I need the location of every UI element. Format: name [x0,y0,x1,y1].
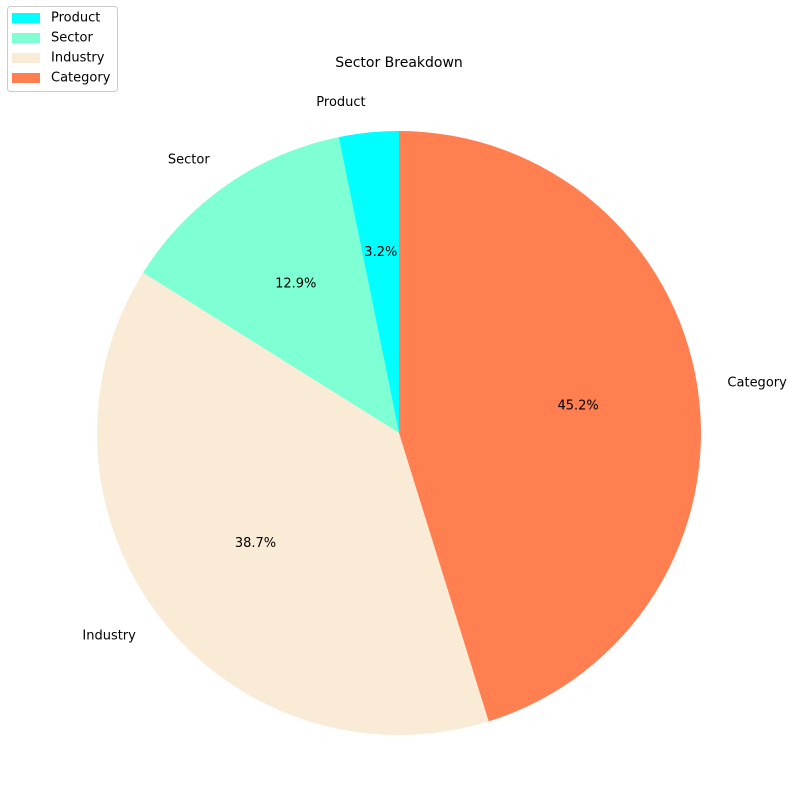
pie-slice-industry [96,272,489,735]
legend-label-industry: Industry [51,51,105,66]
chart-title: Sector Breakdown [335,55,463,71]
legend-label-sector: Sector [51,31,93,46]
percent-label-product: 3.2% [364,245,397,260]
legend: Product Sector Industry Category [7,6,118,92]
pie-slice-category [399,131,701,722]
slice-label-sector: Sector [168,153,210,168]
legend-swatch-category [12,73,40,83]
slice-labels: Product Sector Industry Category [82,95,787,643]
pie-slices [96,131,701,735]
legend-frame [7,6,118,92]
legend-swatch-product [12,13,40,23]
pie-slice-sector [143,137,399,433]
percent-labels: 3.2% 12.9% 38.7% 45.2% [235,245,599,551]
legend-swatch-industry [12,53,40,63]
legend-label-product: Product [51,11,100,26]
pie-slice-product [338,131,399,433]
slice-label-product: Product [316,95,365,110]
legend-label-category: Category [51,71,111,86]
percent-label-industry: 38.7% [235,536,276,551]
legend-swatch-sector [12,33,40,43]
percent-label-category: 45.2% [557,398,598,413]
slice-label-industry: Industry [82,628,136,643]
slice-label-category: Category [727,376,787,391]
percent-label-sector: 12.9% [275,277,316,292]
